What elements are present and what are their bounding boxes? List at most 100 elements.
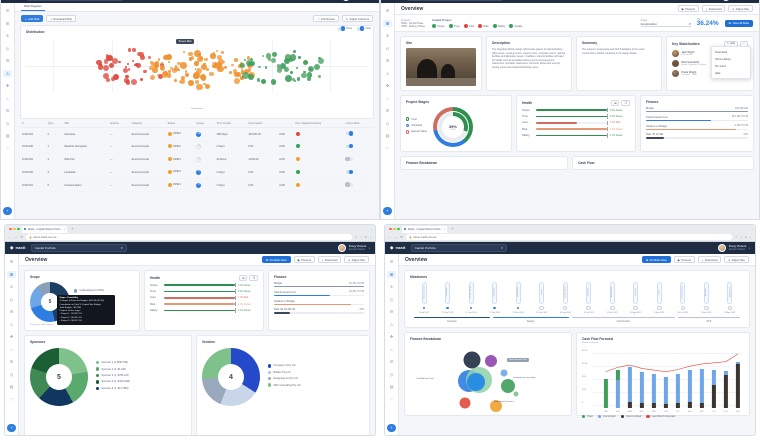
risk-bubble[interactable] (137, 51, 141, 56)
risk-bubble[interactable] (184, 72, 190, 78)
sidebar-item-document[interactable]: ☰ (389, 359, 394, 364)
toggle-time[interactable]: Time (337, 26, 352, 31)
risk-bubble[interactable] (247, 73, 254, 80)
risk-bubble[interactable] (238, 63, 242, 68)
risk-bubble[interactable] (105, 54, 109, 57)
risk-bubble[interactable] (206, 68, 209, 71)
risk-bubble[interactable] (241, 71, 249, 79)
legend-item[interactable]: Uncommitted (620, 414, 641, 419)
close-window-icon[interactable] (389, 227, 392, 231)
finance-bubble[interactable] (463, 351, 481, 369)
bar-group[interactable] (687, 369, 693, 408)
bar-group[interactable] (723, 370, 729, 408)
risk-bubble[interactable] (249, 61, 255, 67)
risk-bubble[interactable] (211, 61, 214, 65)
risk-bubble[interactable] (218, 59, 225, 66)
reload-icon[interactable]: ↻ (20, 235, 24, 239)
adjust-site-button[interactable]: ≡ Adjust Site (344, 256, 369, 263)
cell-title[interactable]: Asbestos (62, 127, 108, 141)
cash-flow-bar-chart[interactable]: $15M $10M $5M $2M 0 JAN FEB MAR APR MAY JUN JUL AUG S… (582, 346, 744, 413)
milestone-item[interactable]: Contract Award 30 Sep 2020 (555, 282, 575, 314)
stakeholder-item[interactable]: Rick Grandship Head Contractor - Builder (672, 59, 748, 67)
sidebar-item-time[interactable]: ◷ (9, 371, 14, 377)
sidebar-item-quality[interactable]: ❖ (5, 83, 10, 88)
legend-item[interactable]: Last Month Forecast (646, 414, 675, 419)
minimize-window-icon[interactable] (393, 227, 396, 231)
risk-bubble[interactable] (240, 69, 245, 74)
risk-bubble[interactable] (236, 72, 241, 77)
legend-item[interactable]: Designing Co Pty Ltd (268, 377, 364, 381)
th-actions[interactable]: Actions (107, 119, 130, 129)
risk-bubble[interactable] (243, 58, 247, 62)
risk-bubble[interactable] (188, 51, 193, 57)
cell-title[interactable]: Contamination (62, 178, 108, 193)
risk-bubble[interactable] (98, 63, 102, 67)
link-toggle[interactable] (345, 144, 353, 149)
risk-bubble[interactable] (232, 68, 238, 74)
risk-bubble[interactable] (135, 62, 142, 69)
th-status[interactable]: Status (165, 119, 195, 129)
account-menu-b[interactable]: Doug Vincent Account Owner ▾ (722, 0, 754, 1)
vendors-donut-chart[interactable]: 4 (202, 348, 260, 406)
milestone-item[interactable]: Early Works 11 Jun 2021 (602, 282, 622, 314)
risk-bubble[interactable] (180, 78, 186, 84)
bar-group[interactable] (699, 368, 705, 408)
risk-bubble[interactable] (127, 62, 129, 65)
milestone-item[interactable]: Feasibility 21 Mar 2018 (438, 282, 458, 314)
bar-group[interactable] (663, 377, 668, 408)
issues-count[interactable]: 0 (196, 144, 202, 150)
risk-bubble[interactable] (184, 70, 187, 73)
present-button[interactable]: ▶ Present (673, 256, 696, 263)
risk-bubble[interactable] (125, 79, 131, 85)
account-menu-d[interactable]: Doug Vincent Account Owner ▾ (718, 244, 750, 252)
table-row[interactable]: FOR-002 4 Wild Fire — Environmental OPEN 0 40 D… (20, 153, 374, 167)
risk-bubble[interactable] (258, 65, 261, 68)
adjust-site-button[interactable]: ≡ Adjust Site (728, 5, 753, 12)
th-cost-impact[interactable]: Cost Impact (246, 119, 278, 129)
add-button-c[interactable]: + (7, 423, 16, 432)
risk-bubble[interactable] (203, 82, 206, 86)
milestone-item[interactable]: Handover 8 Nov 2021 (696, 282, 716, 314)
maximize-window-icon[interactable] (397, 227, 400, 231)
risk-bubble[interactable] (270, 57, 276, 63)
rag-scope[interactable]: Scope (431, 24, 445, 28)
download-risk-button[interactable]: ⤓ Download Risk (46, 15, 76, 22)
milestone-item[interactable]: Concept Design 29 Jun 2018 (461, 282, 481, 314)
cell-title[interactable]: Weather Disruption (62, 140, 108, 154)
risk-bubble[interactable] (195, 68, 203, 75)
risk-bubble[interactable] (149, 74, 155, 80)
minimize-window-icon[interactable] (13, 227, 16, 231)
profile-icon[interactable]: ● (745, 235, 747, 239)
window-controls[interactable] (7, 227, 20, 231)
scroll-handle[interactable] (191, 107, 203, 109)
risk-bubble[interactable] (292, 78, 295, 82)
bookmark-star-icon[interactable]: ☆ (354, 235, 358, 239)
adjust-site-button[interactable]: ≡ Adjust Site (724, 256, 749, 263)
risk-bubble[interactable] (318, 75, 322, 79)
risk-bubble[interactable] (154, 61, 160, 66)
risk-bubble[interactable] (112, 73, 120, 81)
sidebar-item-settings[interactable]: ⚙ (9, 309, 14, 314)
risk-bubble[interactable] (102, 64, 110, 72)
sidebar-item-folder[interactable]: ▤ (5, 133, 10, 138)
risk-bubble[interactable] (180, 62, 187, 69)
risk-bubble[interactable] (110, 76, 115, 82)
milestone-item[interactable]: Design Dev 27 Mar 2020 (508, 282, 528, 314)
account-menu-c[interactable]: Doug Vincent Account Owner ▾ (338, 244, 370, 252)
risk-bubble[interactable] (200, 76, 206, 81)
bookmark-star-icon[interactable]: ☆ (734, 235, 738, 239)
risk-bubble[interactable] (214, 62, 221, 69)
risk-bubble[interactable] (204, 57, 208, 62)
risk-bubble[interactable] (273, 81, 276, 84)
sidebar-item-safety[interactable]: ♡ (5, 145, 10, 151)
sidebar-item-schedule[interactable]: ◴ (385, 45, 390, 51)
risk-bubble[interactable] (139, 52, 144, 57)
issues-count[interactable]: 8 (196, 182, 202, 188)
risk-bubble[interactable] (194, 67, 197, 70)
legend-item[interactable]: Sponsor 5 (1, $11.78M) (96, 386, 186, 390)
risk-bubble[interactable] (125, 74, 129, 79)
risk-bubble[interactable] (131, 78, 138, 85)
sidebar-item-risk[interactable]: ⚠ (9, 321, 14, 327)
legend-item[interactable]: Company A Pty Ltd (268, 364, 364, 368)
risk-bubble[interactable] (149, 65, 154, 70)
